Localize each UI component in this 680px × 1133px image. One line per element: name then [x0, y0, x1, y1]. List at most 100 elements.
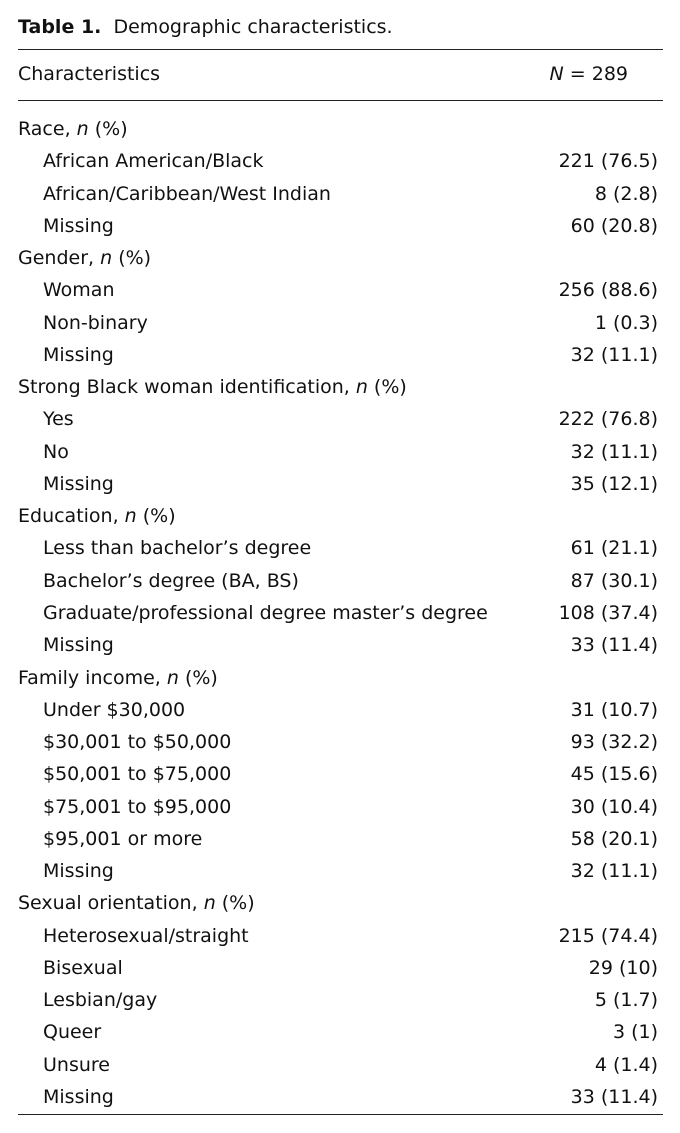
row-label: $30,001 to $50,000: [43, 731, 232, 754]
header-characteristics: Characteristics: [18, 63, 161, 85]
group-label: Education, n (%): [18, 500, 176, 532]
group-n-symbol: n: [355, 376, 368, 399]
row-label: Less than bachelor’s degree: [43, 537, 312, 560]
group-n-symbol: n: [100, 247, 113, 270]
header-n-value: = 289: [563, 63, 628, 85]
row-label: $75,001 to $95,000: [43, 795, 232, 818]
group-unit: (%): [178, 666, 218, 689]
group-row: Gender, n (%): [18, 242, 658, 274]
row-label: Missing: [43, 1085, 114, 1108]
group-unit: (%): [367, 376, 407, 399]
row-value: 61 (21.1): [570, 537, 658, 560]
table-row: African American/Black 221 (76.5): [18, 145, 658, 177]
row-label: Bachelor’s degree (BA, BS): [43, 569, 299, 592]
row-label: Woman: [43, 279, 115, 302]
table-header: Characteristics N = 289: [18, 63, 628, 85]
row-label: Queer: [43, 1021, 102, 1044]
table-row: Yes 222 (76.8): [18, 403, 658, 435]
row-value: 33 (11.4): [570, 1085, 658, 1108]
group-row: Strong Black woman identification, n (%): [18, 371, 658, 403]
table-row: $95,001 or more 58 (20.1): [18, 823, 658, 855]
group-row: Family income, n (%): [18, 662, 658, 694]
row-label: Missing: [43, 634, 114, 657]
table-row: Non-binary 1 (0.3): [18, 307, 658, 339]
row-value: 8 (2.8): [594, 182, 658, 205]
table-row: No 32 (11.1): [18, 436, 658, 468]
table-row: Bisexual 29 (10): [18, 952, 658, 984]
row-value: 5 (1.7): [594, 989, 658, 1012]
row-value: 1 (0.3): [594, 311, 658, 334]
table-row: $50,001 to $75,000 45 (15.6): [18, 758, 658, 790]
table-row: Missing 33 (11.4): [18, 1081, 658, 1113]
row-value: 4 (1.4): [594, 1053, 658, 1076]
row-value: 3 (1): [612, 1021, 658, 1044]
row-value: 31 (10.7): [570, 698, 658, 721]
row-label: Graduate/professional degree master’s de…: [43, 601, 488, 624]
table-row: Heterosexual/straight 215 (74.4): [18, 920, 658, 952]
row-value: 32 (11.1): [570, 440, 658, 463]
row-value: 256 (88.6): [558, 279, 658, 302]
table-row: $30,001 to $50,000 93 (32.2): [18, 726, 658, 758]
group-n-symbol: n: [166, 666, 179, 689]
row-label: Non-binary: [43, 311, 148, 334]
group-label: Gender, n (%): [18, 242, 151, 274]
group-label: Race, n (%): [18, 113, 128, 145]
table-caption: Table 1. Demographic characteristics.: [18, 16, 393, 38]
row-label: Heterosexual/straight: [43, 924, 249, 947]
row-value: 30 (10.4): [570, 795, 658, 818]
row-label: $95,001 or more: [43, 827, 203, 850]
table-title: Demographic characteristics.: [113, 16, 393, 38]
group-unit: (%): [136, 505, 176, 528]
row-value: 87 (30.1): [570, 569, 658, 592]
row-value: 221 (76.5): [558, 150, 658, 173]
row-value: 32 (11.1): [570, 860, 658, 883]
group-name: Education,: [18, 505, 125, 528]
table-row: Under $30,000 31 (10.7): [18, 694, 658, 726]
group-unit: (%): [215, 892, 255, 915]
row-value: 222 (76.8): [558, 408, 658, 431]
row-value: 58 (20.1): [570, 827, 658, 850]
row-value: 60 (20.8): [570, 214, 658, 237]
group-name: Sexual orientation,: [18, 892, 204, 915]
header-n-symbol: N: [549, 63, 564, 85]
row-value: 33 (11.4): [570, 634, 658, 657]
group-name: Family income,: [18, 666, 167, 689]
table-row: $75,001 to $95,000 30 (10.4): [18, 791, 658, 823]
row-value: 32 (11.1): [570, 343, 658, 366]
table-label: Table 1.: [18, 16, 102, 38]
row-label: African/Caribbean/West Indian: [43, 182, 331, 205]
group-unit: (%): [112, 247, 152, 270]
header-n: N = 289: [550, 63, 628, 85]
row-value: 29 (10): [588, 956, 658, 979]
group-name: Strong Black woman identification,: [18, 376, 356, 399]
header-rule: [18, 100, 663, 101]
bottom-rule: [18, 1114, 663, 1115]
group-row: Sexual orientation, n (%): [18, 887, 658, 919]
row-label: African American/Black: [43, 150, 264, 173]
group-name: Race,: [18, 118, 77, 140]
row-value: 108 (37.4): [558, 601, 658, 624]
row-value: 45 (15.6): [570, 763, 658, 786]
table-row: African/Caribbean/West Indian 8 (2.8): [18, 178, 658, 210]
table-row: Woman 256 (88.6): [18, 274, 658, 306]
group-n-symbol: n: [203, 892, 216, 915]
table-row: Lesbian/gay 5 (1.7): [18, 984, 658, 1016]
group-label: Strong Black woman identification, n (%): [18, 371, 407, 403]
row-label: Missing: [43, 214, 114, 237]
table-row: Graduate/professional degree master’s de…: [18, 597, 658, 629]
row-label: Missing: [43, 343, 114, 366]
table-row: Queer 3 (1): [18, 1016, 658, 1048]
row-label: Yes: [43, 408, 74, 431]
row-label: Under $30,000: [43, 698, 186, 721]
row-value: 35 (12.1): [570, 472, 658, 495]
group-row: Education, n (%): [18, 500, 658, 532]
table-row: Unsure 4 (1.4): [18, 1049, 658, 1081]
row-label: Unsure: [43, 1053, 110, 1076]
row-label: Lesbian/gay: [43, 989, 158, 1012]
group-name: Gender,: [18, 247, 101, 270]
row-label: No: [43, 440, 69, 463]
group-unit: (%): [88, 118, 128, 140]
row-label: $50,001 to $75,000: [43, 763, 232, 786]
row-label: Missing: [43, 472, 114, 495]
table-row: Missing 32 (11.1): [18, 339, 658, 371]
